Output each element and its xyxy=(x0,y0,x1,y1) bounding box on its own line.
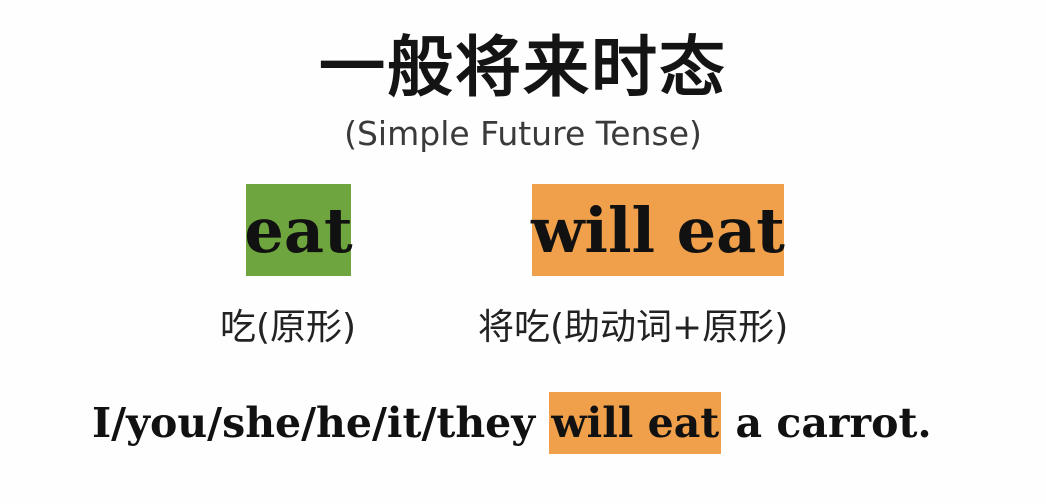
base-form-word: eat xyxy=(244,193,353,267)
future-form-box: will eat xyxy=(531,184,785,276)
future-form-word: will eat xyxy=(531,193,785,267)
slide-subtitle: (Simple Future Tense) xyxy=(344,114,702,153)
base-form-meaning: 吃(原形) xyxy=(220,307,357,348)
example-rest: a carrot. xyxy=(735,399,932,447)
example-sentence: I/you/she/he/it/they will eat a carrot. xyxy=(92,392,932,454)
example-subject: I/you/she/he/it/they xyxy=(92,399,536,447)
slide-title: 一般将来时态 xyxy=(319,28,727,106)
future-form-meaning: 将吃(助动词+原形) xyxy=(478,307,789,348)
base-form-box: eat xyxy=(244,184,353,276)
example-highlight: will eat xyxy=(549,392,722,454)
